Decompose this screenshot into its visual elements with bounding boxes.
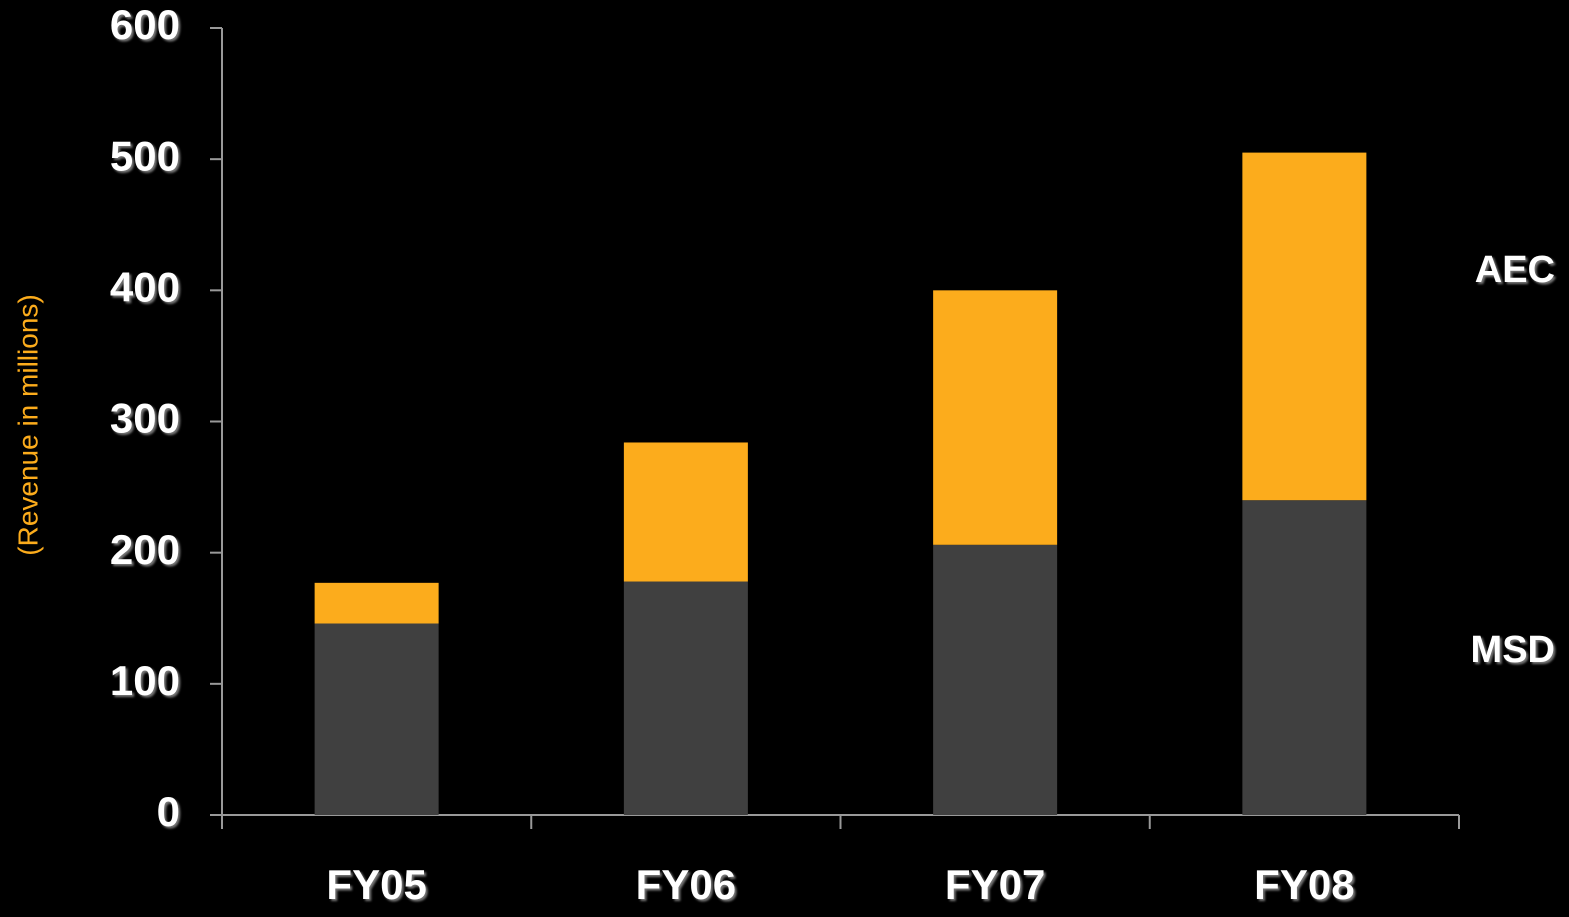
x-tick-label: FY05 — [326, 861, 426, 908]
x-tick-label: FY07 — [945, 861, 1045, 908]
legend-label: MSD — [1471, 629, 1555, 671]
legend-label: AEC — [1475, 249, 1555, 291]
y-axis-label: (Revenue in millions) — [12, 294, 43, 555]
bar-segment — [314, 582, 439, 624]
bar-segment — [623, 581, 748, 815]
y-tick-label: 500 — [110, 132, 180, 179]
bar-segment — [933, 290, 1058, 545]
y-tick-label: 200 — [110, 526, 180, 573]
bar-segment — [623, 442, 748, 582]
y-tick-label: 100 — [110, 657, 180, 704]
y-tick-label: 0 — [157, 788, 180, 835]
y-tick-label: 400 — [110, 263, 180, 310]
x-tick-label: FY08 — [1254, 861, 1354, 908]
bar-segment — [1242, 500, 1367, 815]
bar-segment — [933, 544, 1058, 815]
y-tick-label: 600 — [110, 1, 180, 48]
bar-segment — [314, 623, 439, 815]
y-tick-label: 300 — [110, 395, 180, 442]
bar-segment — [1242, 152, 1367, 501]
x-tick-label: FY06 — [636, 861, 736, 908]
